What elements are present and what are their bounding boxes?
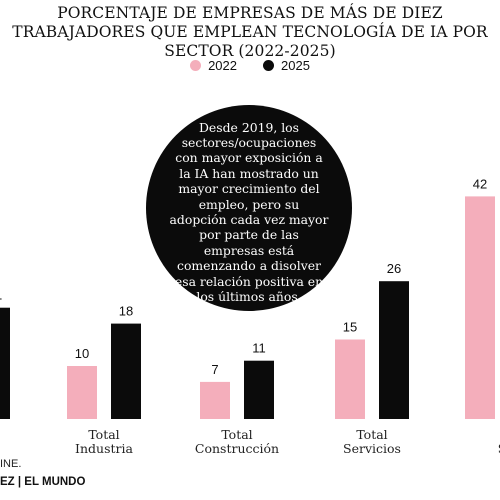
legend-swatch-2022 (190, 60, 202, 71)
bar-2022-1 (67, 366, 97, 419)
category-label-line: S (498, 441, 500, 456)
annotation-bubble: Desde 2019, los sectores/ocupaciones con… (146, 105, 352, 311)
value-label-2022-3: 15 (343, 320, 357, 335)
category-label-line: Total (88, 427, 119, 442)
bar-2025-2 (244, 360, 274, 419)
category-label-line: Servicios (343, 441, 401, 456)
category-label-line: Total (356, 427, 387, 442)
value-label-2022-2: 7 (211, 362, 218, 377)
credit-line: EZ | EL MUNDO (0, 476, 86, 488)
legend-swatch-2025 (263, 60, 274, 71)
value-label-2022-1: 10 (75, 346, 89, 361)
category-label-line: Total (221, 427, 252, 442)
legend-item-2025: 2025 (263, 58, 310, 73)
bar-2022-4 (465, 196, 495, 419)
source-note: INE. (0, 458, 22, 470)
value-label-2025-0: 21 (0, 288, 2, 303)
value-label-2025-1: 18 (119, 304, 133, 319)
bar-2025-3 (379, 281, 409, 419)
bar-2022-2 (200, 381, 230, 419)
legend-label-2022: 2022 (208, 58, 237, 73)
category-label-3: Total Servicios (343, 427, 401, 456)
category-label-4: S (498, 441, 500, 456)
legend-label-2025: 2025 (281, 58, 310, 73)
chart-title: PORCENTAJE DE EMPRESAS DE MÁS DE DIEZ TR… (12, 4, 488, 60)
value-label-2025-2: 11 (252, 341, 266, 356)
legend-item-2022: 2022 (190, 58, 237, 73)
category-label-1: Total Industria (75, 427, 133, 456)
category-label-2: Total Construcción (195, 427, 279, 456)
value-label-2022-4: 42 (473, 176, 487, 191)
value-label-2025-3: 26 (387, 261, 401, 276)
bar-2025-1 (111, 323, 141, 419)
bar-2025-0 (0, 307, 10, 419)
annotation-text: Desde 2019, los sectores/ocupaciones con… (169, 119, 329, 305)
category-label-line: Industria (75, 441, 133, 456)
legend: 2022 2025 (0, 58, 500, 73)
category-label-line: Construcción (195, 441, 279, 456)
bar-2022-3 (335, 339, 365, 419)
